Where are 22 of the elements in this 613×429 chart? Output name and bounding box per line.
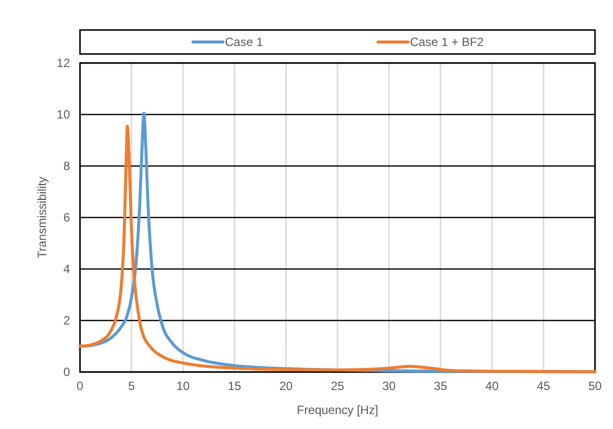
y-tick-label: 8 — [63, 159, 70, 173]
y-tick-label: 0 — [63, 365, 70, 379]
x-tick-label: 45 — [536, 379, 550, 393]
x-tick-label: 40 — [485, 379, 499, 393]
x-tick-label: 5 — [128, 379, 136, 393]
legend-label: Case 1 + BF2 — [410, 35, 484, 49]
y-axis-title: Transmissibility — [35, 176, 49, 258]
y-tick-label: 2 — [63, 314, 70, 328]
x-tick-label: 20 — [279, 379, 293, 393]
x-tick-label: 35 — [434, 379, 448, 393]
legend-label: Case 1 — [225, 35, 264, 49]
y-tick-label: 6 — [63, 210, 70, 224]
y-tick-label: 10 — [56, 108, 70, 122]
y-tick-label: 4 — [63, 262, 70, 276]
x-tick-label: 15 — [228, 379, 242, 393]
x-tick-label: 10 — [176, 379, 190, 393]
x-tick-label: 0 — [76, 379, 84, 393]
x-tick-label: 30 — [382, 379, 396, 393]
x-tick-label: 50 — [588, 379, 602, 393]
y-tick-label: 12 — [56, 56, 70, 70]
x-axis-title: Frequency [Hz] — [296, 403, 378, 417]
x-tick-label: 25 — [330, 379, 344, 393]
